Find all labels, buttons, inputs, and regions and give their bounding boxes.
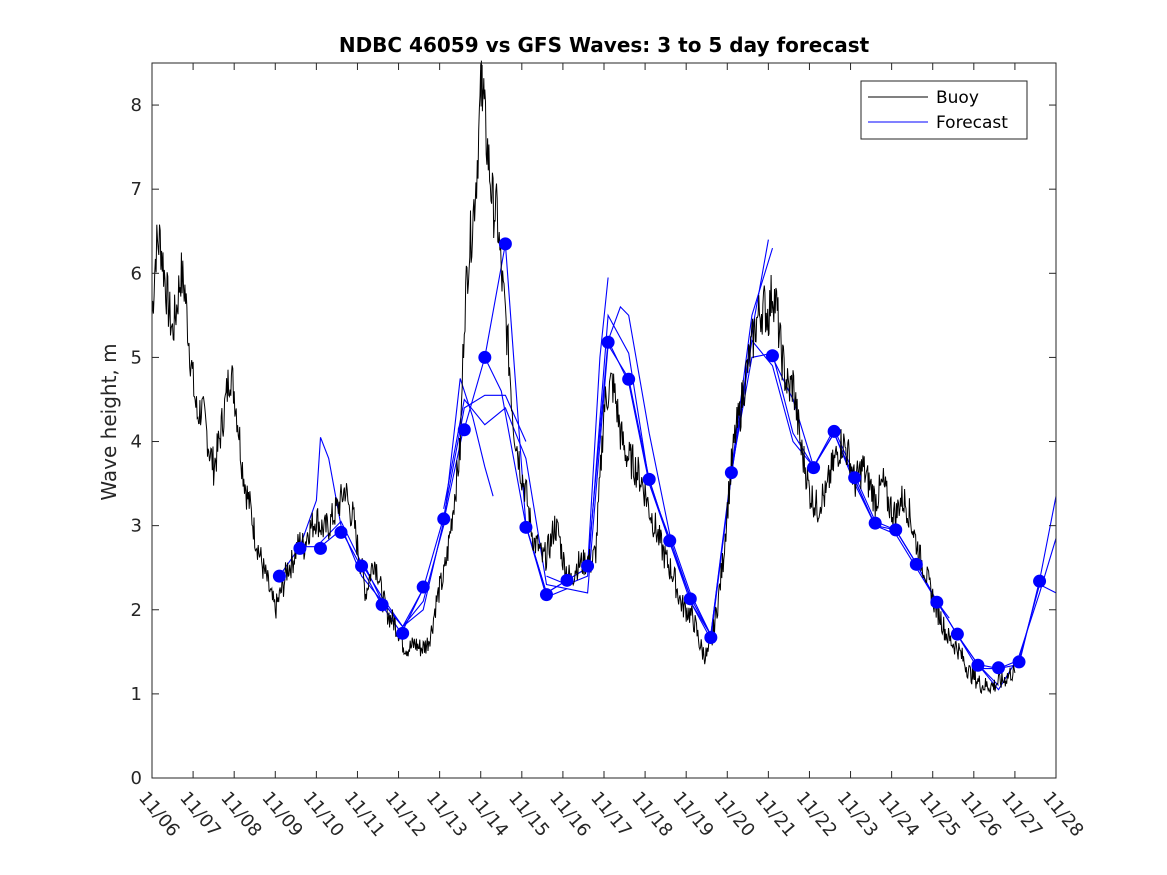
legend-buoy-label: Buoy bbox=[936, 88, 979, 108]
forecast-marker bbox=[519, 520, 533, 534]
forecast-marker bbox=[272, 569, 286, 583]
forecast-run-line bbox=[566, 305, 712, 636]
forecast-marker bbox=[1033, 574, 1047, 588]
legend-box bbox=[860, 80, 1028, 140]
forecast-marker bbox=[437, 512, 451, 526]
y-tick-label: 2 bbox=[131, 600, 142, 621]
forecast-run-line bbox=[730, 352, 876, 526]
forecast-marker bbox=[909, 557, 923, 571]
forecast-marker bbox=[930, 595, 944, 609]
forecast-marker bbox=[663, 534, 677, 548]
y-axis: 0 1 2 3 4 5 6 7 8 bbox=[131, 95, 1056, 789]
forecast-marker bbox=[313, 541, 327, 555]
forecast-marker bbox=[478, 350, 492, 364]
y-tick-label: 7 bbox=[131, 179, 142, 200]
forecast-marker bbox=[293, 541, 307, 555]
forecast-marker bbox=[683, 592, 697, 606]
forecast-marker bbox=[560, 573, 574, 587]
forecast-marker bbox=[581, 559, 595, 573]
forecast-markers bbox=[272, 237, 1047, 675]
forecast-marker bbox=[848, 471, 862, 485]
legend: Buoy Forecast bbox=[860, 80, 1028, 140]
legend-forecast-label: Forecast bbox=[936, 113, 1008, 133]
forecast-marker bbox=[375, 598, 389, 612]
chart-title: NDBC 46059 vs GFS Waves: 3 to 5 day fore… bbox=[339, 33, 870, 57]
forecast-marker bbox=[396, 626, 410, 640]
forecast-run-line bbox=[484, 243, 609, 594]
y-tick-label: 5 bbox=[131, 347, 142, 368]
buoy-line bbox=[151, 60, 1016, 695]
y-tick-label: 8 bbox=[131, 95, 142, 116]
forecast-marker bbox=[971, 658, 985, 672]
forecast-marker bbox=[622, 372, 636, 386]
forecast-marker bbox=[991, 661, 1005, 675]
forecast-marker bbox=[889, 523, 903, 537]
y-tick-label: 4 bbox=[131, 432, 142, 453]
forecast-marker bbox=[498, 237, 512, 251]
forecast-run-line bbox=[443, 398, 568, 590]
y-tick-label: 0 bbox=[131, 768, 142, 789]
y-axis-label: Wave height, m bbox=[97, 343, 121, 500]
forecast-marker bbox=[457, 423, 471, 437]
forecast-marker bbox=[416, 580, 430, 594]
forecast-marker bbox=[868, 516, 882, 530]
forecast-marker bbox=[642, 472, 656, 486]
y-tick-label: 6 bbox=[131, 263, 142, 284]
plot-area bbox=[151, 60, 1057, 779]
forecast-marker bbox=[724, 466, 738, 480]
forecast-marker bbox=[1012, 655, 1026, 669]
y-tick-label: 1 bbox=[131, 684, 142, 705]
forecast-marker bbox=[334, 525, 348, 539]
forecast-marker bbox=[539, 588, 553, 602]
forecast-marker bbox=[807, 461, 821, 475]
forecast-marker bbox=[950, 627, 964, 641]
forecast-marker bbox=[704, 631, 718, 645]
forecast-marker bbox=[765, 349, 779, 363]
forecast-marker bbox=[827, 424, 841, 438]
forecast-marker bbox=[355, 559, 369, 573]
forecast-marker bbox=[601, 335, 615, 349]
forecast-run-line bbox=[361, 378, 494, 628]
y-tick-label: 3 bbox=[131, 516, 142, 537]
buoy-series bbox=[151, 60, 1016, 695]
